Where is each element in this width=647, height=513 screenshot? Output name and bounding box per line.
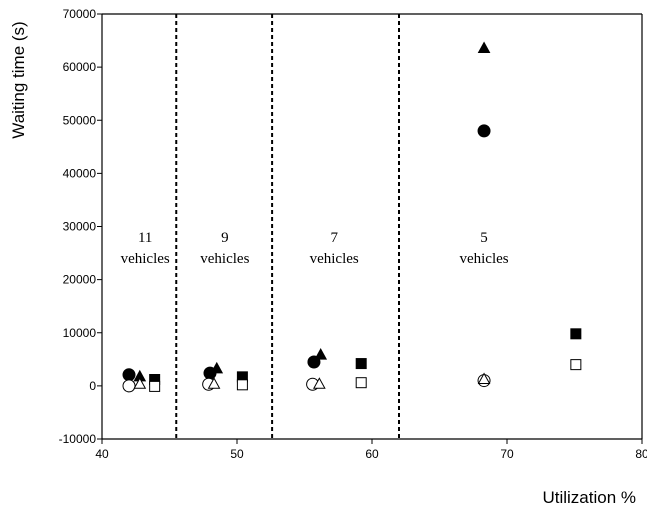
data-point-square-open [236,379,248,391]
y-tick-label: 30000 [63,220,97,234]
x-tick-label: 80 [635,447,647,461]
data-point-triangle-open [207,377,221,389]
data-point-triangle-filled [210,361,224,374]
x-axis-title: Utilization % [542,488,636,507]
y-tick-label: 20000 [63,273,97,287]
data-point-triangle-open [477,372,491,384]
y-tick-label: 60000 [63,60,97,74]
x-tick-label: 60 [365,447,379,461]
y-tick-label: 70000 [63,7,97,21]
group-label-unit: vehicles [121,251,170,267]
data-point-triangle-open [313,377,326,389]
data-point-square-open [570,359,582,371]
y-tick-label: 50000 [63,113,97,127]
data-point-square-filled [570,328,582,340]
group-label-unit: vehicles [310,251,359,267]
x-tick-label: 40 [95,447,109,461]
y-axis-title: Waiting time (s) [9,21,28,138]
x-tick-label: 70 [500,447,514,461]
axes [101,13,643,440]
group-label-unit: vehicles [200,251,249,267]
y-tick-label: 10000 [63,326,97,340]
y-tick-label: 0 [89,379,96,393]
data-points [122,41,582,393]
y-tick-label: 40000 [63,166,97,180]
y-tick-label: -10000 [59,432,97,446]
group-label-number: 7 [330,230,338,246]
axis-ticks: -10000 0 10000 20000 30000 40000 50000 60000 700… [59,7,647,461]
group-label-number: 9 [221,230,229,246]
data-point-circle-filled [122,368,136,382]
group-separators [175,14,400,439]
data-point-circle-open [122,379,136,393]
data-point-circle-filled [477,124,491,138]
group-labels: 11 vehicles 9 vehicles 7 vehicles 5 vehicles [121,230,509,267]
data-point-triangle-filled [314,348,328,360]
x-tick-label: 50 [230,447,244,461]
data-point-square-open [149,380,161,392]
data-point-triangle-filled [477,41,491,54]
data-point-triangle-open [133,377,147,389]
group-label-unit: vehicles [459,251,508,267]
group-label-number: 11 [138,230,152,246]
group-label-number: 5 [480,230,488,246]
data-point-square-filled [355,358,367,370]
data-point-square-open [355,377,367,389]
